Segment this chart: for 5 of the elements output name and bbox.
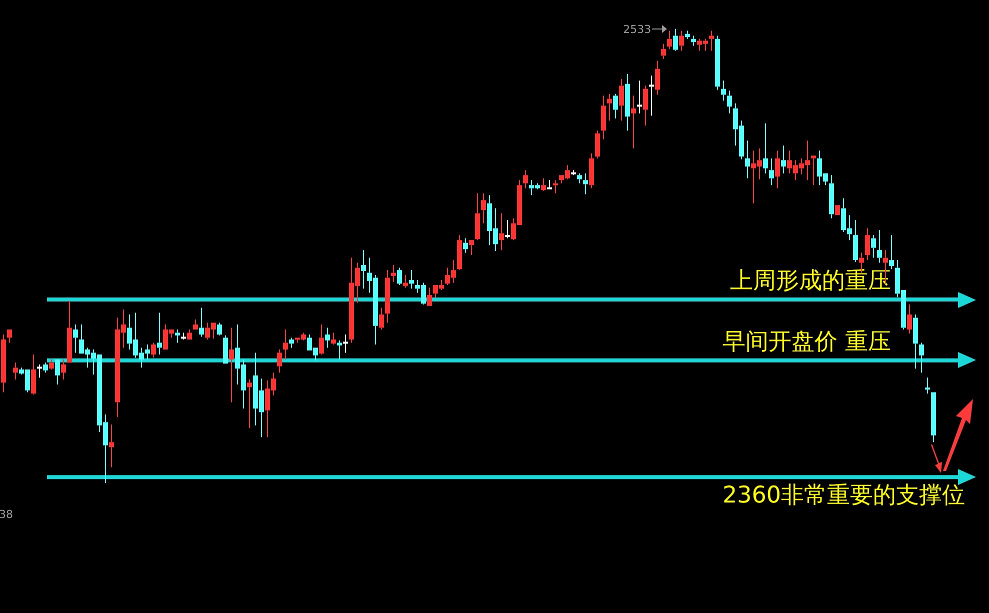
ref-line-label: 早间开盘价 重压 [722,328,891,355]
ref-line-label: 2360非常重要的支撑位 [722,482,965,509]
text: 38 [0,508,13,521]
ref-line-label: 上周形成的重压 [730,268,891,294]
annotation: 2533 [623,22,652,36]
